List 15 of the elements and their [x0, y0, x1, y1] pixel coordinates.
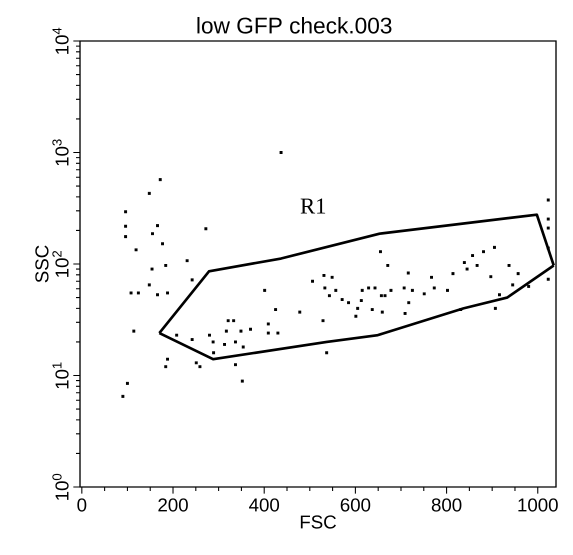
y-tick-label: 10$^{1}$: [52, 362, 69, 388]
x-axis-title: FSC: [300, 515, 336, 529]
y-tick-label: 10$^{0}$: [52, 474, 69, 500]
x-tick-label: 400: [249, 498, 280, 512]
y-tick-label: 10$^{3}$: [52, 139, 69, 166]
x-tick-label: 1000: [518, 498, 558, 512]
x-tick-label: 200: [158, 498, 188, 512]
annotation: R1: [300, 198, 326, 214]
y-axis-title: SSC: [35, 246, 49, 282]
x-tick-label: 800: [432, 498, 462, 512]
y-tick-label: 10$^{4}$: [52, 28, 69, 54]
chart-title: low GFP check.003: [197, 16, 392, 34]
y-tick-label: 10$^{2}$: [52, 250, 69, 277]
x-tick-label: 0: [77, 498, 86, 512]
x-tick-label: 600: [340, 498, 370, 512]
